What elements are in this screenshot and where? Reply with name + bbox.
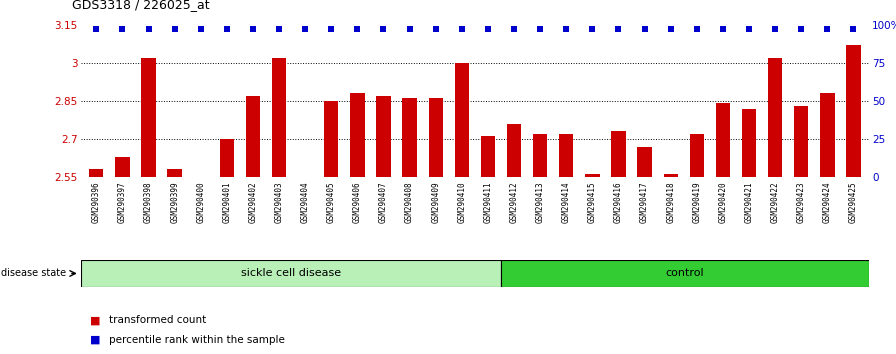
Bar — [350, 93, 365, 177]
Point — [298, 27, 313, 32]
Bar — [116, 157, 130, 177]
Text: GSM290422: GSM290422 — [771, 181, 780, 223]
Bar — [81, 260, 501, 287]
Point — [637, 27, 651, 32]
Point — [89, 27, 103, 32]
Point — [350, 27, 365, 32]
Point — [794, 27, 808, 32]
Bar — [847, 45, 861, 177]
Point — [376, 27, 391, 32]
Point — [142, 27, 156, 32]
Text: ■: ■ — [90, 335, 100, 345]
Bar — [820, 93, 834, 177]
Bar — [794, 106, 808, 177]
Text: GSM290409: GSM290409 — [431, 181, 440, 223]
Text: GSM290423: GSM290423 — [797, 181, 806, 223]
Bar — [742, 108, 756, 177]
Point — [585, 27, 599, 32]
Text: GSM290396: GSM290396 — [91, 181, 101, 223]
Bar — [246, 96, 260, 177]
Point — [271, 27, 286, 32]
Text: GSM290407: GSM290407 — [379, 181, 388, 223]
Text: transformed count: transformed count — [109, 315, 207, 325]
Point — [690, 27, 704, 32]
Text: GSM290404: GSM290404 — [301, 181, 310, 223]
Bar — [507, 124, 521, 177]
Text: percentile rank within the sample: percentile rank within the sample — [109, 335, 285, 345]
Text: GSM290401: GSM290401 — [222, 181, 231, 223]
Bar — [501, 260, 869, 287]
Bar — [220, 139, 234, 177]
Text: ■: ■ — [90, 315, 100, 325]
Bar — [376, 96, 391, 177]
Text: GSM290412: GSM290412 — [510, 181, 519, 223]
Text: GSM290399: GSM290399 — [170, 181, 179, 223]
Text: GSM290421: GSM290421 — [745, 181, 754, 223]
Bar — [142, 58, 156, 177]
Text: GSM290418: GSM290418 — [667, 181, 676, 223]
Point — [742, 27, 756, 32]
Bar — [168, 169, 182, 177]
Point — [559, 27, 573, 32]
Point — [533, 27, 547, 32]
Bar — [637, 147, 651, 177]
Text: GSM290411: GSM290411 — [484, 181, 493, 223]
Point — [481, 27, 495, 32]
Bar — [690, 134, 704, 177]
Bar — [402, 98, 417, 177]
Point — [847, 27, 861, 32]
Text: disease state: disease state — [1, 268, 66, 279]
Text: sickle cell disease: sickle cell disease — [241, 268, 340, 279]
Text: GSM290406: GSM290406 — [353, 181, 362, 223]
Point — [220, 27, 234, 32]
Text: GSM290425: GSM290425 — [849, 181, 858, 223]
Point — [820, 27, 834, 32]
Point — [454, 27, 469, 32]
Point — [168, 27, 182, 32]
Bar — [559, 134, 573, 177]
Text: GSM290405: GSM290405 — [327, 181, 336, 223]
Bar — [768, 58, 782, 177]
Bar — [716, 103, 730, 177]
Text: GSM290420: GSM290420 — [719, 181, 728, 223]
Bar — [428, 98, 443, 177]
Text: GSM290398: GSM290398 — [144, 181, 153, 223]
Point — [768, 27, 782, 32]
Text: GSM290424: GSM290424 — [823, 181, 831, 223]
Text: GSM290419: GSM290419 — [693, 181, 702, 223]
Text: GSM290415: GSM290415 — [588, 181, 597, 223]
Text: GSM290413: GSM290413 — [536, 181, 545, 223]
Point — [716, 27, 730, 32]
Point — [324, 27, 339, 32]
Text: GDS3318 / 226025_at: GDS3318 / 226025_at — [72, 0, 210, 11]
Text: GSM290417: GSM290417 — [640, 181, 649, 223]
Text: GSM290408: GSM290408 — [405, 181, 414, 223]
Point — [194, 27, 208, 32]
Bar — [481, 136, 495, 177]
Bar — [664, 175, 678, 177]
Point — [507, 27, 521, 32]
Bar — [454, 63, 469, 177]
Bar — [585, 175, 599, 177]
Point — [428, 27, 443, 32]
Bar — [324, 101, 339, 177]
Bar — [533, 134, 547, 177]
Text: GSM290400: GSM290400 — [196, 181, 205, 223]
Text: GSM290416: GSM290416 — [614, 181, 623, 223]
Bar — [89, 169, 103, 177]
Bar — [611, 131, 625, 177]
Point — [611, 27, 625, 32]
Bar — [271, 58, 286, 177]
Point — [664, 27, 678, 32]
Text: GSM290397: GSM290397 — [118, 181, 127, 223]
Text: GSM290402: GSM290402 — [248, 181, 257, 223]
Text: GSM290410: GSM290410 — [457, 181, 466, 223]
Point — [246, 27, 260, 32]
Text: GSM290414: GSM290414 — [562, 181, 571, 223]
Point — [402, 27, 417, 32]
Text: GSM290403: GSM290403 — [274, 181, 283, 223]
Point — [116, 27, 130, 32]
Text: control: control — [666, 268, 704, 279]
